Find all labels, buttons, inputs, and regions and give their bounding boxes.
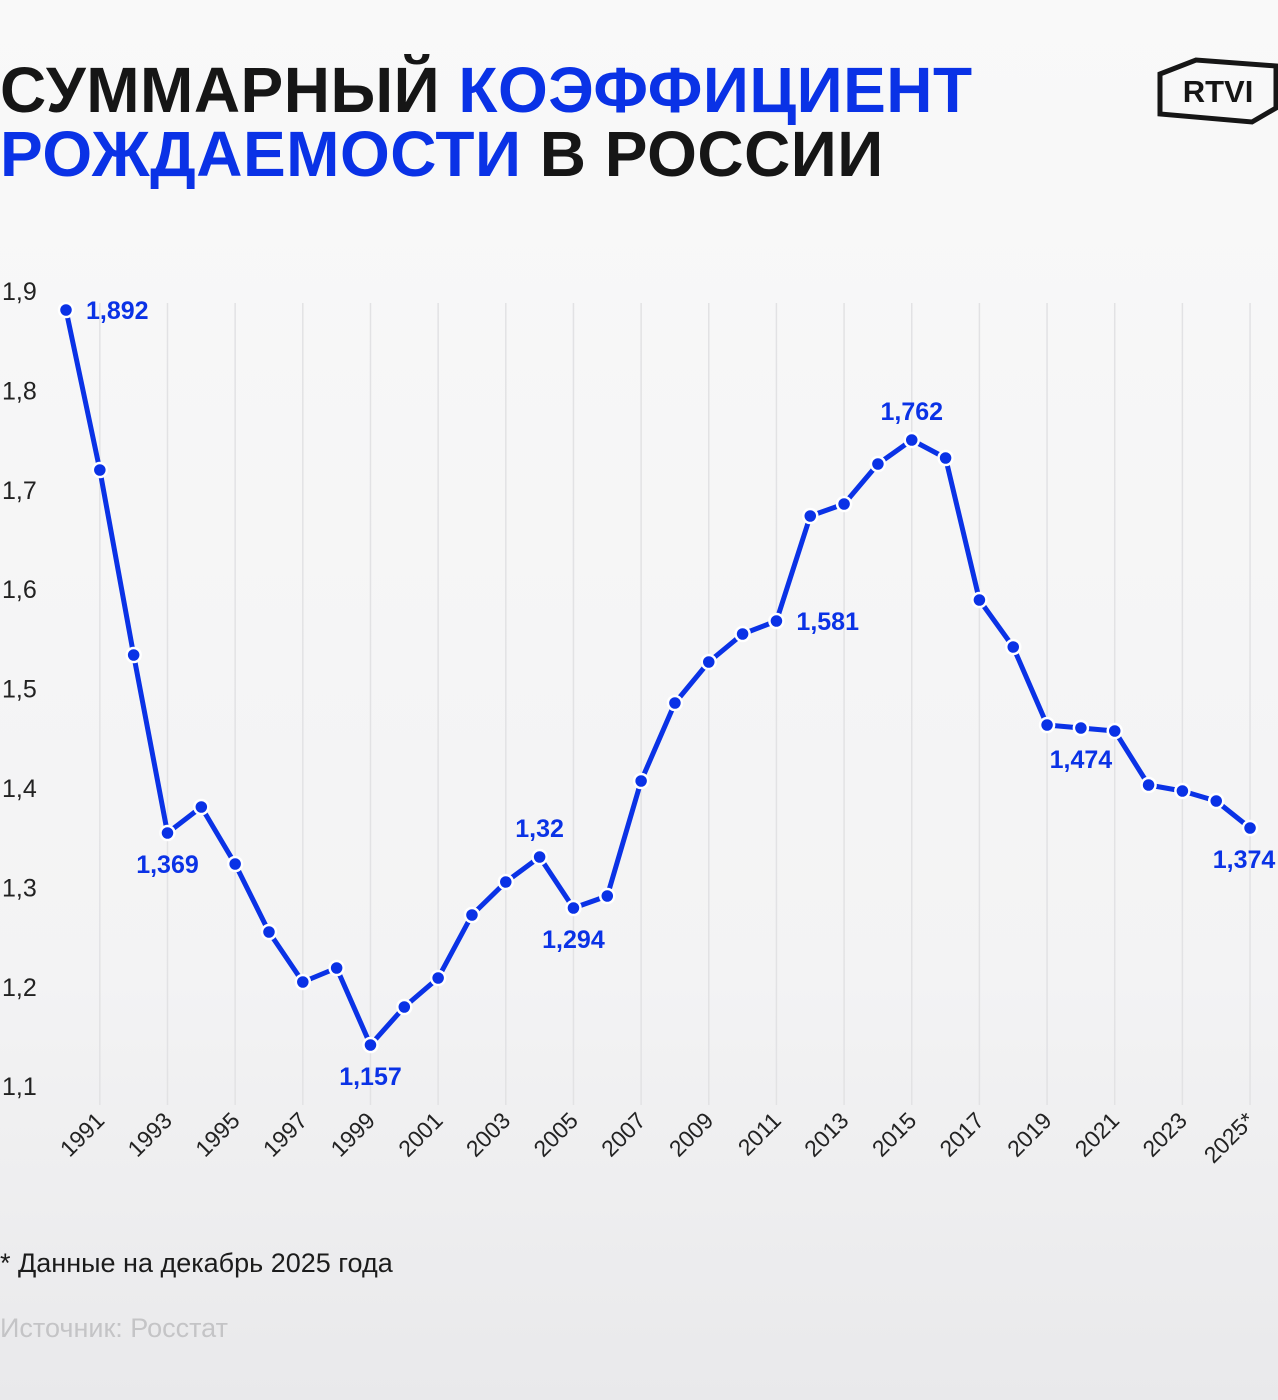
- y-tick-label: 1,1: [2, 1073, 37, 1101]
- y-tick-label: 1,6: [2, 576, 37, 604]
- data-point: [1207, 792, 1225, 810]
- data-point: [734, 625, 751, 643]
- series-line: [63, 309, 1252, 1048]
- data-point: [835, 495, 853, 513]
- x-tick-label: 2001: [393, 1107, 448, 1162]
- data-label: 1,32: [515, 815, 564, 843]
- data-point: [328, 959, 345, 977]
- data-point: [497, 873, 515, 891]
- data-point: [531, 848, 548, 866]
- x-tick-label: 2007: [596, 1107, 651, 1162]
- x-tick-label: 2011: [733, 1107, 786, 1160]
- y-tick-label: 1,8: [2, 377, 37, 405]
- y-tick-label: 1,3: [2, 874, 37, 902]
- data-point: [1004, 638, 1022, 656]
- chart-title: СУММАРНЫЙ КОЭФФИЦИЕНТ РОЖДАЕМОСТИ В РОСС…: [0, 58, 973, 186]
- data-point: [903, 431, 920, 449]
- data-point: [159, 824, 176, 842]
- data-point: [91, 461, 109, 479]
- data-point: [1038, 716, 1056, 734]
- data-label: 1,892: [86, 297, 149, 325]
- x-tick-label: 2013: [799, 1107, 854, 1162]
- data-point: [260, 923, 278, 941]
- data-point: [193, 798, 210, 816]
- x-tick-label: 2019: [1002, 1107, 1057, 1162]
- data-point: [1241, 819, 1259, 837]
- x-tick-label: 1991: [55, 1107, 110, 1162]
- x-tick-label: 2003: [461, 1107, 516, 1162]
- y-tick-label: 1,5: [2, 676, 37, 704]
- title-part: В РОССИИ: [521, 118, 884, 190]
- x-tick-label: 1993: [122, 1107, 177, 1162]
- x-tick-label: 2015: [867, 1107, 922, 1162]
- title-highlight: КОЭФФИЦИЕНТ: [458, 54, 973, 126]
- data-label: 1,581: [796, 608, 859, 636]
- data-point: [666, 694, 684, 712]
- footnote: * Данные на декабрь 2025 года: [0, 1248, 393, 1278]
- x-tick-label: 2017: [934, 1107, 989, 1162]
- data-point: [700, 653, 718, 671]
- data-point: [226, 855, 244, 873]
- data-point: [869, 455, 887, 473]
- data-point: [599, 887, 616, 905]
- x-tick-label: 1995: [190, 1107, 245, 1162]
- y-tick-label: 1,4: [2, 775, 37, 803]
- data-point: [1174, 782, 1191, 800]
- rtvi-logo: RTVI: [1157, 57, 1278, 125]
- data-point: [463, 906, 481, 924]
- y-tick-label: 1,2: [2, 974, 37, 1002]
- data-label: 1,474: [1050, 746, 1113, 774]
- y-tick-label: 1,7: [2, 477, 37, 505]
- title-highlight: РОЖДАЕМОСТИ: [0, 118, 522, 190]
- data-point: [937, 449, 954, 467]
- data-point: [1072, 719, 1090, 737]
- data-point: [57, 301, 75, 319]
- x-tick-label: 2023: [1137, 1107, 1192, 1162]
- data-point: [429, 969, 447, 987]
- title-part: СУММАРНЫЙ: [0, 54, 459, 126]
- data-point: [1140, 776, 1157, 794]
- data-point: [565, 899, 582, 917]
- data-label: 1,762: [880, 398, 943, 426]
- data-label: 1,369: [136, 851, 199, 879]
- data-point: [632, 772, 650, 790]
- x-tick-label: 2005: [528, 1107, 583, 1162]
- data-point: [802, 507, 819, 525]
- source: Источник: Росстат: [0, 1313, 228, 1343]
- data-label: 1,374: [1213, 846, 1276, 874]
- data-point: [362, 1036, 379, 1054]
- x-tick-label: 1999: [325, 1107, 380, 1162]
- data-point: [1106, 722, 1123, 740]
- x-tick-label: 1997: [258, 1107, 313, 1162]
- data-point: [768, 612, 785, 630]
- data-point: [396, 998, 413, 1016]
- data-point: [125, 646, 142, 664]
- y-tick-label: 1,9: [2, 278, 37, 306]
- x-tick-label: 2021: [1070, 1107, 1125, 1162]
- x-tick-label: 2009: [664, 1107, 719, 1162]
- svg-text:RTVI: RTVI: [1183, 74, 1254, 109]
- data-point: [971, 591, 988, 609]
- data-label: 1,157: [339, 1063, 402, 1091]
- x-tick-label: 2025*: [1199, 1107, 1260, 1168]
- data-point: [294, 973, 312, 991]
- data-label: 1,294: [542, 926, 605, 954]
